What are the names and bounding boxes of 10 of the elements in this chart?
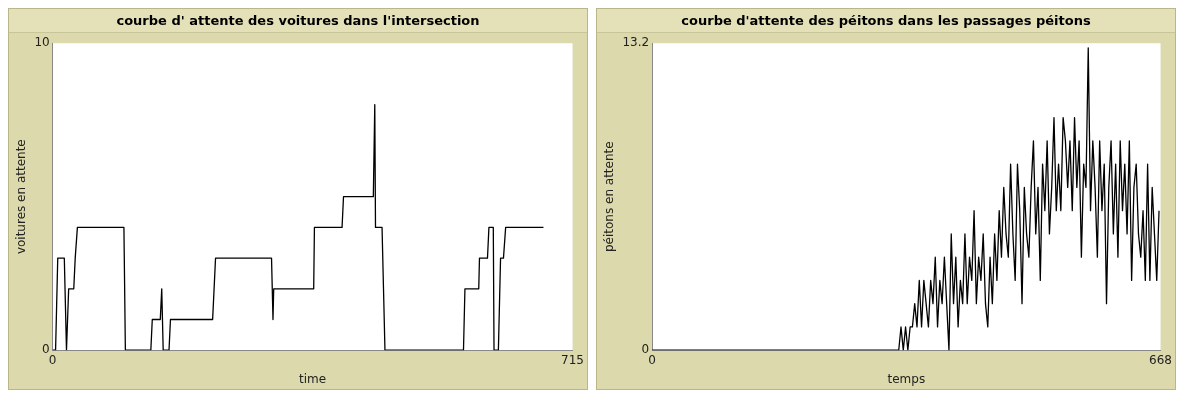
x-tick-label: 668 [1149,352,1172,367]
y-tick-label: 13.2 [622,35,650,50]
x-axis-title: temps [887,371,926,386]
chart-title: courbe d' attente des voitures dans l'intersection [9,9,587,33]
x-axis-title: time [299,371,327,386]
chart-title: courbe d'attente des péitons dans les passages péitons [597,9,1175,33]
x-tick-label: 715 [561,352,584,367]
y-axis-title: voitures en attente [14,139,29,255]
y-axis-title: péitons en attente [602,141,617,253]
y-tick-label: 10 [34,35,50,50]
